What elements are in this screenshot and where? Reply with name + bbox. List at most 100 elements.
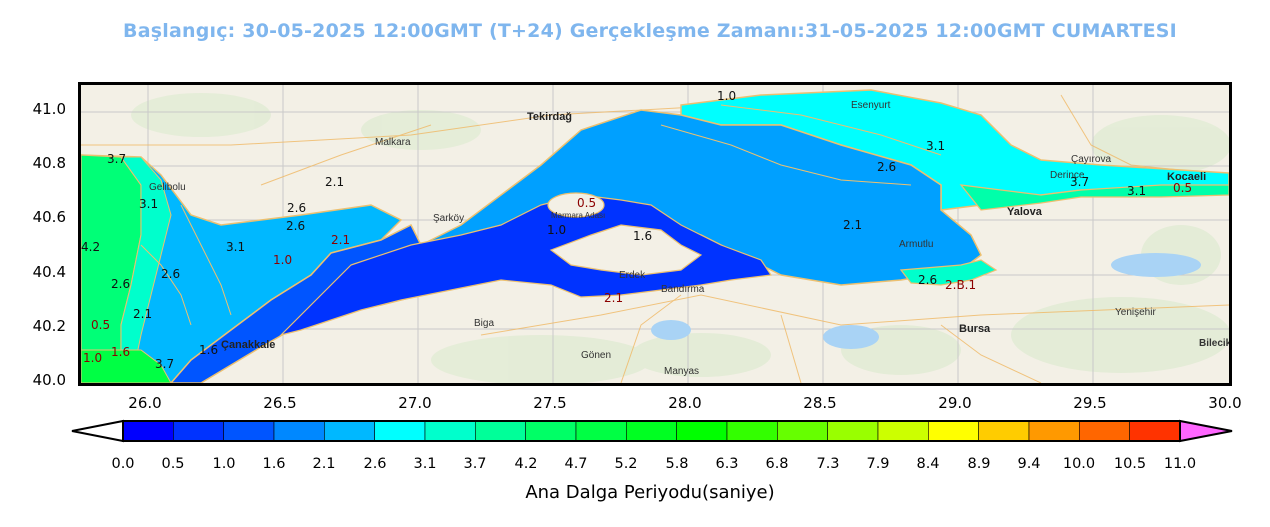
cb-tick: 7.3 (816, 456, 840, 472)
roads (81, 94, 1229, 383)
marmara-island (547, 192, 605, 218)
contour-label: 2.6 (286, 219, 306, 233)
colorbar-cell (575, 420, 627, 442)
lakes (651, 253, 1201, 349)
colorbar (71, 419, 1233, 443)
map-svg (81, 85, 1229, 383)
colorbar-cell (877, 420, 929, 442)
place-esenyurt: Esenyurt (851, 100, 891, 111)
cb-tick: 0.0 (111, 456, 135, 472)
contour-label: 3.1 (139, 197, 159, 211)
contour-label: 1.0 (273, 253, 293, 267)
colorbar-frame (122, 420, 1181, 442)
place-gelibolu: Gelibolu (149, 182, 186, 193)
colorbar-cell (626, 420, 677, 442)
place-malkara: Malkara (375, 137, 411, 148)
contour-label: 2.6 (161, 267, 181, 281)
contour-label: 1.0 (717, 89, 737, 103)
contour-label: 2.6 (111, 277, 131, 291)
place-yenisehir: Yenişehir (1115, 307, 1156, 318)
colorbar-cell (424, 420, 476, 442)
contour-label: 0.5 (91, 318, 111, 332)
cb-tick: 5.2 (614, 456, 638, 472)
y-tick-40.8: 40.8 (32, 154, 66, 172)
contour-label: 1.0 (547, 223, 567, 237)
cb-tick: 6.3 (715, 456, 739, 472)
x-tick-29.5: 29.5 (1073, 394, 1107, 412)
place-cayirova: Çayırova (1071, 154, 1112, 165)
contour-label: 3.7 (155, 357, 175, 371)
colorbar-under-arrow (71, 419, 124, 443)
sea-zone-west-south (81, 349, 172, 383)
x-tick-26.0: 26.0 (128, 394, 162, 412)
contour-label: 2.1 (604, 291, 624, 305)
place-kocaeli: Kocaeli (1167, 171, 1207, 183)
place-biga: Biga (474, 318, 495, 329)
cb-tick: 7.9 (866, 456, 890, 472)
place-bilecik: Bilecik (1199, 338, 1232, 349)
cb-tick: 11.0 (1163, 456, 1197, 472)
cb-tick: 2.1 (312, 456, 336, 472)
contour-lines (140, 104, 942, 326)
place-sarkoy: Şarköy (433, 213, 465, 224)
colorbar-cell (827, 420, 879, 442)
cb-tick: 3.7 (463, 456, 487, 472)
colorbar-cell (676, 420, 728, 442)
place-marmara-adasi: Marmara Adası (551, 211, 606, 220)
colorbar-over-arrow (1179, 419, 1233, 443)
cb-tick: 1.0 (212, 456, 236, 472)
place-bandirma: Bandırma (661, 284, 705, 295)
x-tick-28.0: 28.0 (668, 394, 702, 412)
contour-label: 2.1 (331, 233, 351, 247)
contour-label: 3.7 (1070, 175, 1090, 189)
contour-label: 0.5 (1173, 181, 1193, 195)
colorbar-cell (475, 420, 526, 442)
x-tick-27.5: 27.5 (533, 394, 567, 412)
place-derince: Derince (1050, 170, 1085, 181)
colorbar-cell (1129, 420, 1181, 442)
colorbar-cell (223, 420, 275, 442)
contour-label: 4.2 (81, 240, 101, 254)
cb-tick: 10.5 (1113, 456, 1147, 472)
colorbar-cell (928, 420, 979, 442)
colorbar-cell (324, 420, 375, 442)
x-tick-30.0: 30.0 (1208, 394, 1242, 412)
contour-label: 2.6 (877, 160, 897, 174)
place-yalova: Yalova (1007, 206, 1042, 218)
colorbar-cell (1028, 420, 1080, 442)
colorbar-label: Ana Dalga Periyodu(saniye) (525, 482, 775, 503)
contour-label: 2.B.1 (945, 278, 977, 292)
contour-label: 3.7 (107, 152, 127, 166)
y-tick-41.0: 41.0 (32, 100, 66, 118)
colorbar-cell (777, 420, 828, 442)
x-tick-28.5: 28.5 (803, 394, 837, 412)
place-canakkale: Çanakkale (221, 339, 276, 351)
colorbar-cell (273, 420, 325, 442)
colorbar-cell (173, 420, 224, 442)
cb-tick: 0.5 (161, 456, 185, 472)
cb-tick: 6.8 (765, 456, 789, 472)
cb-tick: 8.4 (916, 456, 940, 472)
contour-label: 2.6 (918, 273, 938, 287)
place-erdek: Erdek (619, 270, 646, 281)
x-tick-26.5: 26.5 (263, 394, 297, 412)
y-tick-40.4: 40.4 (32, 263, 66, 281)
contour-label: 0.5 (577, 196, 597, 210)
sea-zone-gemlik (899, 259, 998, 286)
place-bursa: Bursa (959, 323, 991, 335)
place-tekirdag: Tekirdağ (527, 111, 573, 123)
y-tick-40.0: 40.0 (32, 371, 66, 389)
contour-label: 3.1 (926, 139, 946, 153)
cb-tick: 5.8 (665, 456, 689, 472)
sea-zone-3.7 (959, 184, 1229, 211)
cb-tick: 1.6 (262, 456, 286, 472)
contour-label: 3.1 (1127, 184, 1147, 198)
y-tick-40.6: 40.6 (32, 208, 66, 226)
contour-label: 2.1 (133, 307, 153, 321)
cb-tick: 8.9 (967, 456, 991, 472)
contour-label: 1.6 (633, 229, 653, 243)
chart-title: Başlangıç: 30-05-2025 12:00GMT (T+24) Ge… (123, 20, 1177, 42)
contour-label: 2.1 (325, 175, 345, 189)
place-armutlu: Armutlu (899, 239, 934, 250)
cb-tick: 4.7 (564, 456, 588, 472)
